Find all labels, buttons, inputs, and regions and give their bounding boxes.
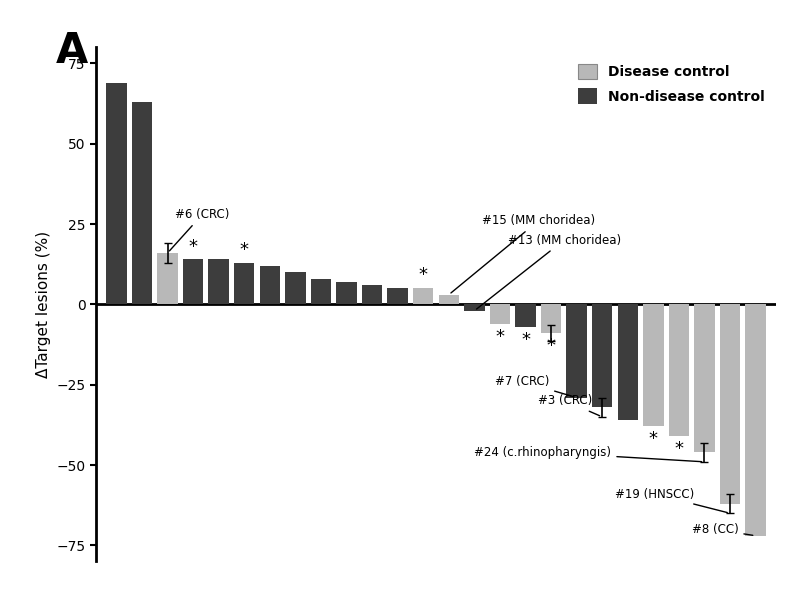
Bar xyxy=(746,304,766,536)
Text: #19 (HNSCC): #19 (HNSCC) xyxy=(615,488,727,512)
Bar xyxy=(464,304,485,311)
Text: #7 (CRC): #7 (CRC) xyxy=(494,375,574,397)
Bar xyxy=(669,304,689,436)
Bar xyxy=(490,304,510,324)
Text: *: * xyxy=(546,337,555,355)
Bar xyxy=(566,304,587,398)
Bar xyxy=(285,272,306,304)
Bar xyxy=(158,253,178,304)
Bar xyxy=(618,304,638,420)
Bar xyxy=(720,304,740,504)
Bar xyxy=(694,304,714,452)
Text: *: * xyxy=(649,430,658,449)
Bar xyxy=(336,282,357,304)
Bar xyxy=(643,304,663,427)
Text: #15 (MM choridea): #15 (MM choridea) xyxy=(451,215,595,293)
Text: *: * xyxy=(189,238,198,255)
Bar xyxy=(413,288,434,304)
Bar xyxy=(541,304,562,333)
Bar xyxy=(183,259,203,304)
Bar xyxy=(438,295,459,304)
Text: #3 (CRC): #3 (CRC) xyxy=(538,394,600,415)
Text: *: * xyxy=(674,440,683,458)
Bar xyxy=(515,304,536,327)
Text: #24 (c.rhinopharyngis): #24 (c.rhinopharyngis) xyxy=(474,446,702,462)
Text: A: A xyxy=(56,30,88,72)
Y-axis label: ΔTarget lesions (%): ΔTarget lesions (%) xyxy=(36,231,51,378)
Bar xyxy=(209,259,229,304)
Text: #8 (CC): #8 (CC) xyxy=(692,523,753,536)
Text: #6 (CRC): #6 (CRC) xyxy=(170,208,230,251)
Bar xyxy=(310,279,331,304)
Text: #13 (MM choridea): #13 (MM choridea) xyxy=(477,233,621,309)
Bar xyxy=(132,102,152,304)
Legend: Disease control, Non-disease control: Disease control, Non-disease control xyxy=(574,59,769,108)
Text: *: * xyxy=(240,241,249,259)
Bar xyxy=(362,285,382,304)
Text: *: * xyxy=(521,331,530,349)
Bar xyxy=(106,83,126,304)
Bar xyxy=(592,304,612,407)
Bar xyxy=(260,266,280,304)
Bar xyxy=(387,288,408,304)
Text: *: * xyxy=(418,267,428,284)
Bar xyxy=(234,262,254,304)
Text: *: * xyxy=(495,327,505,346)
